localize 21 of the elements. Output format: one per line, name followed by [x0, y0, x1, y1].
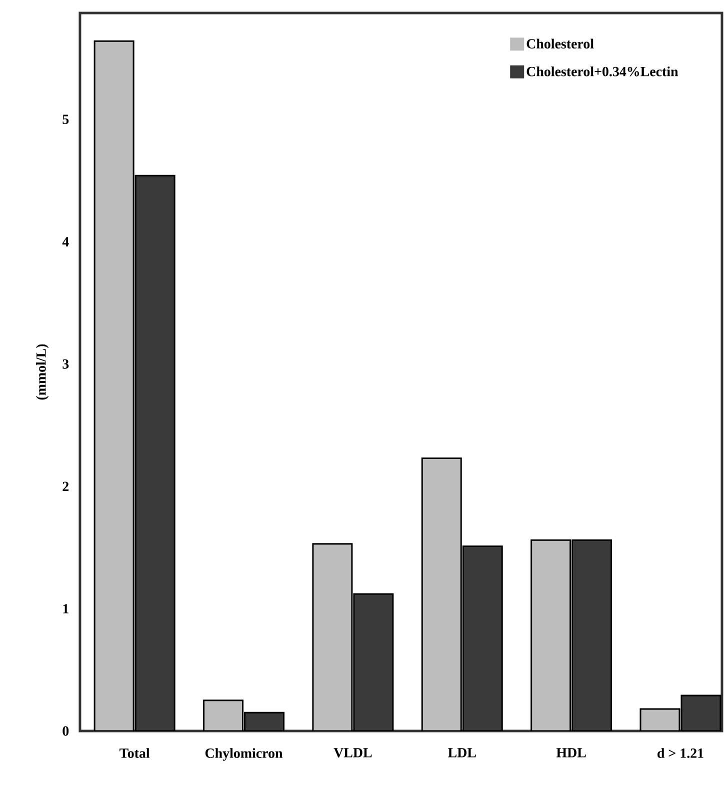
- x-tick-label: Total: [120, 748, 150, 758]
- y-tick-label: 0: [62, 726, 69, 736]
- legend-label: Cholesterol+0.34%Lectin: [526, 66, 678, 76]
- bar: [531, 540, 570, 731]
- y-tick-label: 1: [63, 604, 68, 614]
- x-tick-label: LDL: [448, 748, 476, 758]
- y-axis-title: (mmol/L): [36, 344, 49, 400]
- y-tick-label: 2: [62, 482, 69, 491]
- x-tick-label: Chylomicron: [205, 748, 283, 761]
- bar: [204, 700, 243, 731]
- y-tick-label: 3: [62, 359, 69, 369]
- y-tick-label: 5: [62, 114, 69, 124]
- bar: [94, 41, 134, 731]
- x-tick-label: VLDL: [334, 748, 372, 758]
- bar: [312, 544, 352, 731]
- bar: [640, 708, 680, 731]
- x-tick-label: HDL: [556, 748, 586, 758]
- y-tick-label: 4: [62, 237, 69, 246]
- bar: [422, 458, 462, 731]
- x-tick-label: d > 1.21: [658, 748, 704, 758]
- legend-label: Cholesterol: [526, 38, 594, 49]
